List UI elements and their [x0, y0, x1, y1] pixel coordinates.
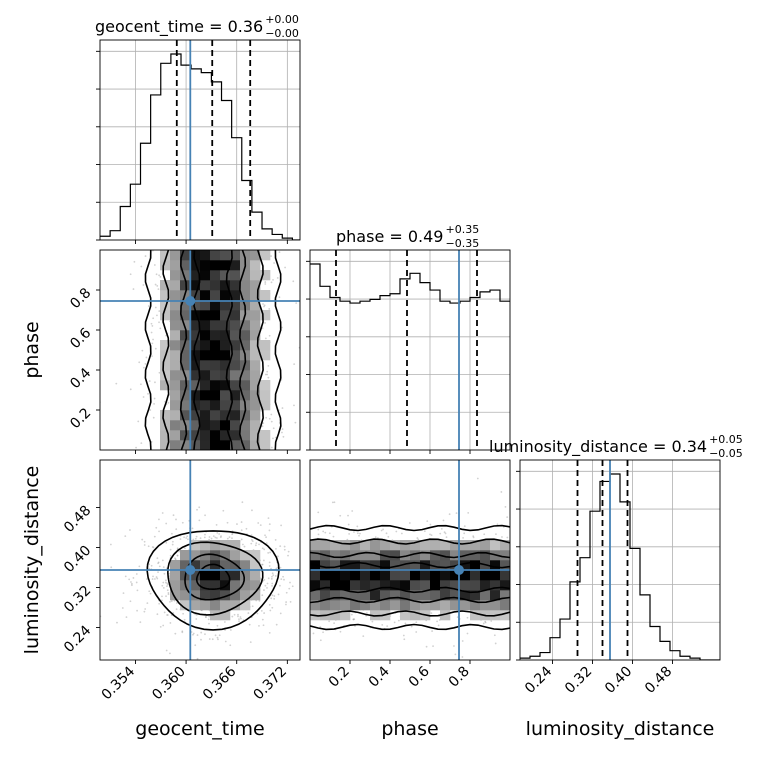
- x-tick-label-phase-0: 0.2: [326, 664, 353, 691]
- histogram-phase: [310, 263, 510, 304]
- x-tick-label-luminosity_distance-3: 0.48: [642, 664, 675, 697]
- frame-phase: [309, 249, 511, 451]
- title-luminosity_distance-lower-error: −0.05: [709, 447, 743, 460]
- x-tick-label-phase-1: 0.4: [366, 663, 393, 690]
- truth-marker: [185, 565, 196, 575]
- frame-luminosity_distance: [519, 459, 721, 661]
- frame: [99, 459, 301, 661]
- title-luminosity_distance-upper-error: +0.05: [709, 433, 743, 446]
- x-tick-label-geocent_time-3: 0.372: [251, 664, 291, 704]
- density-cells: [310, 540, 510, 621]
- x-axis-label-phase: phase: [381, 718, 438, 740]
- y-tick-label-phase-2: 0.6: [67, 325, 94, 352]
- hist-panel-luminosity_distance: [516, 459, 721, 664]
- x-tick-label-geocent_time-2: 0.366: [200, 663, 240, 703]
- y-axis-label-phase: phase: [21, 321, 43, 378]
- grid-luminosity_distance: [520, 460, 720, 660]
- y-tick-label-luminosity_distance-1: 0.32: [61, 583, 94, 616]
- title-phase-upper-error: +0.35: [445, 223, 479, 236]
- grid-phase: [310, 250, 510, 450]
- y-axis-label-luminosity_distance: luminosity_distance: [21, 466, 43, 655]
- x-tick-label-geocent_time-1: 0.360: [149, 664, 189, 704]
- density-panel-luminosity_distance-vs-geocent_time: [96, 459, 301, 664]
- x-axis-label-geocent_time: geocent_time: [135, 718, 264, 740]
- truth-marker: [454, 565, 464, 575]
- y-tick-label-phase-0: 0.2: [67, 405, 94, 432]
- title-geocent_time-upper-error: +0.00: [265, 13, 299, 26]
- y-tick-label-phase-3: 0.8: [67, 285, 94, 312]
- title-phase: phase = 0.49: [336, 227, 443, 246]
- x-tick-label-luminosity_distance-0: 0.24: [522, 663, 555, 696]
- title-geocent_time-lower-error: −0.00: [265, 27, 299, 40]
- frame: [99, 249, 301, 451]
- x-tick-label-geocent_time-0: 0.354: [99, 663, 139, 703]
- x-tick-label-phase-3: 0.8: [446, 664, 473, 691]
- contour-lines: [310, 524, 510, 631]
- density-panel-luminosity_distance-vs-phase: [309, 459, 511, 664]
- x-tick-label-luminosity_distance-1: 0.32: [562, 664, 595, 697]
- y-tick-label-luminosity_distance-3: 0.48: [61, 503, 94, 536]
- title-phase-lower-error: −0.35: [445, 237, 479, 250]
- density-cells: [160, 250, 271, 450]
- x-tick-label-luminosity_distance-2: 0.40: [602, 664, 635, 697]
- histogram-luminosity_distance: [520, 473, 720, 660]
- title-luminosity_distance: luminosity_distance = 0.34: [489, 437, 707, 457]
- frame: [309, 459, 511, 661]
- histogram-geocent_time: [100, 53, 300, 240]
- y-tick-label-phase-1: 0.4: [67, 365, 94, 392]
- frame-geocent_time: [99, 39, 301, 241]
- x-tick-label-phase-2: 0.6: [406, 663, 433, 690]
- x-axis-label-luminosity_distance: luminosity_distance: [526, 718, 715, 740]
- hist-panel-geocent_time: [96, 39, 301, 244]
- title-geocent_time: geocent_time = 0.36: [95, 17, 263, 37]
- y-tick-label-luminosity_distance-0: 0.24: [61, 622, 94, 655]
- hist-panel-phase: [306, 249, 511, 454]
- contour-lines: [146, 530, 280, 631]
- contour-lines: [144, 250, 282, 450]
- density-panel-phase-vs-geocent_time: [96, 249, 301, 454]
- y-tick-label-luminosity_distance-2: 0.40: [61, 543, 94, 576]
- truth-marker: [185, 296, 196, 306]
- grid-geocent_time: [100, 40, 300, 240]
